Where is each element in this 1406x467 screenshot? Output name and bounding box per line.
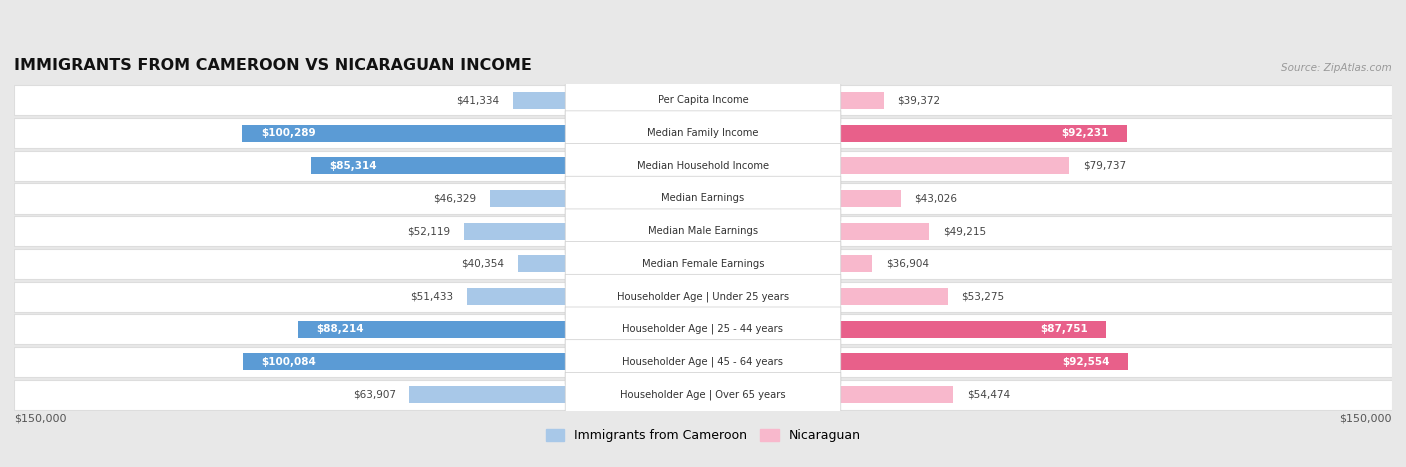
- FancyBboxPatch shape: [565, 111, 841, 156]
- Bar: [517, 255, 703, 272]
- Text: $100,084: $100,084: [262, 357, 316, 367]
- FancyBboxPatch shape: [565, 176, 841, 221]
- Text: $92,554: $92,554: [1062, 357, 1109, 367]
- Text: $87,751: $87,751: [1040, 324, 1088, 334]
- Text: $79,737: $79,737: [1083, 161, 1126, 171]
- Bar: [703, 321, 1107, 338]
- Text: $92,231: $92,231: [1062, 128, 1108, 138]
- Bar: [14, 85, 1392, 115]
- Text: Median Male Earnings: Median Male Earnings: [648, 226, 758, 236]
- Bar: [491, 190, 703, 207]
- Text: $36,904: $36,904: [886, 259, 929, 269]
- Text: $54,474: $54,474: [967, 389, 1010, 400]
- Legend: Immigrants from Cameroon, Nicaraguan: Immigrants from Cameroon, Nicaraguan: [540, 424, 866, 447]
- Text: Median Household Income: Median Household Income: [637, 161, 769, 171]
- Bar: [14, 118, 1392, 148]
- Bar: [703, 125, 1126, 142]
- Text: $52,119: $52,119: [406, 226, 450, 236]
- Bar: [464, 223, 703, 240]
- Text: $150,000: $150,000: [1340, 414, 1392, 424]
- Bar: [14, 151, 1392, 181]
- FancyBboxPatch shape: [565, 241, 841, 286]
- Text: IMMIGRANTS FROM CAMEROON VS NICARAGUAN INCOME: IMMIGRANTS FROM CAMEROON VS NICARAGUAN I…: [14, 57, 531, 73]
- Bar: [242, 125, 703, 142]
- Bar: [14, 347, 1392, 377]
- FancyBboxPatch shape: [565, 209, 841, 254]
- Text: $85,314: $85,314: [329, 161, 377, 171]
- FancyBboxPatch shape: [565, 340, 841, 384]
- Bar: [14, 314, 1392, 344]
- Text: $51,433: $51,433: [411, 291, 453, 302]
- Bar: [703, 190, 901, 207]
- Text: Median Earnings: Median Earnings: [661, 193, 745, 204]
- Bar: [14, 216, 1392, 246]
- Bar: [703, 255, 873, 272]
- Bar: [703, 288, 948, 305]
- FancyBboxPatch shape: [565, 372, 841, 417]
- Text: $40,354: $40,354: [461, 259, 503, 269]
- Text: Householder Age | Under 25 years: Householder Age | Under 25 years: [617, 291, 789, 302]
- Text: $39,372: $39,372: [897, 95, 941, 106]
- Text: Median Family Income: Median Family Income: [647, 128, 759, 138]
- Text: $53,275: $53,275: [962, 291, 1005, 302]
- Bar: [311, 157, 703, 174]
- Text: $150,000: $150,000: [14, 414, 66, 424]
- Bar: [409, 386, 703, 403]
- Text: $43,026: $43,026: [914, 193, 957, 204]
- Bar: [513, 92, 703, 109]
- Bar: [703, 223, 929, 240]
- Bar: [703, 157, 1069, 174]
- Text: $100,289: $100,289: [260, 128, 315, 138]
- Bar: [703, 354, 1128, 370]
- Text: $49,215: $49,215: [943, 226, 986, 236]
- FancyBboxPatch shape: [565, 307, 841, 352]
- Text: Householder Age | 45 - 64 years: Householder Age | 45 - 64 years: [623, 357, 783, 367]
- Text: Median Female Earnings: Median Female Earnings: [641, 259, 765, 269]
- Bar: [14, 184, 1392, 213]
- Text: Householder Age | Over 65 years: Householder Age | Over 65 years: [620, 389, 786, 400]
- Text: $41,334: $41,334: [457, 95, 499, 106]
- Text: $46,329: $46,329: [433, 193, 477, 204]
- Text: Source: ZipAtlas.com: Source: ZipAtlas.com: [1281, 63, 1392, 73]
- Bar: [14, 282, 1392, 311]
- Bar: [243, 354, 703, 370]
- Bar: [298, 321, 703, 338]
- Text: $88,214: $88,214: [316, 324, 364, 334]
- Text: Householder Age | 25 - 44 years: Householder Age | 25 - 44 years: [623, 324, 783, 334]
- Bar: [14, 380, 1392, 410]
- FancyBboxPatch shape: [565, 274, 841, 319]
- Text: $63,907: $63,907: [353, 389, 395, 400]
- Bar: [703, 92, 884, 109]
- Bar: [467, 288, 703, 305]
- Bar: [703, 386, 953, 403]
- FancyBboxPatch shape: [565, 78, 841, 123]
- Bar: [14, 249, 1392, 279]
- FancyBboxPatch shape: [565, 143, 841, 188]
- Text: Per Capita Income: Per Capita Income: [658, 95, 748, 106]
